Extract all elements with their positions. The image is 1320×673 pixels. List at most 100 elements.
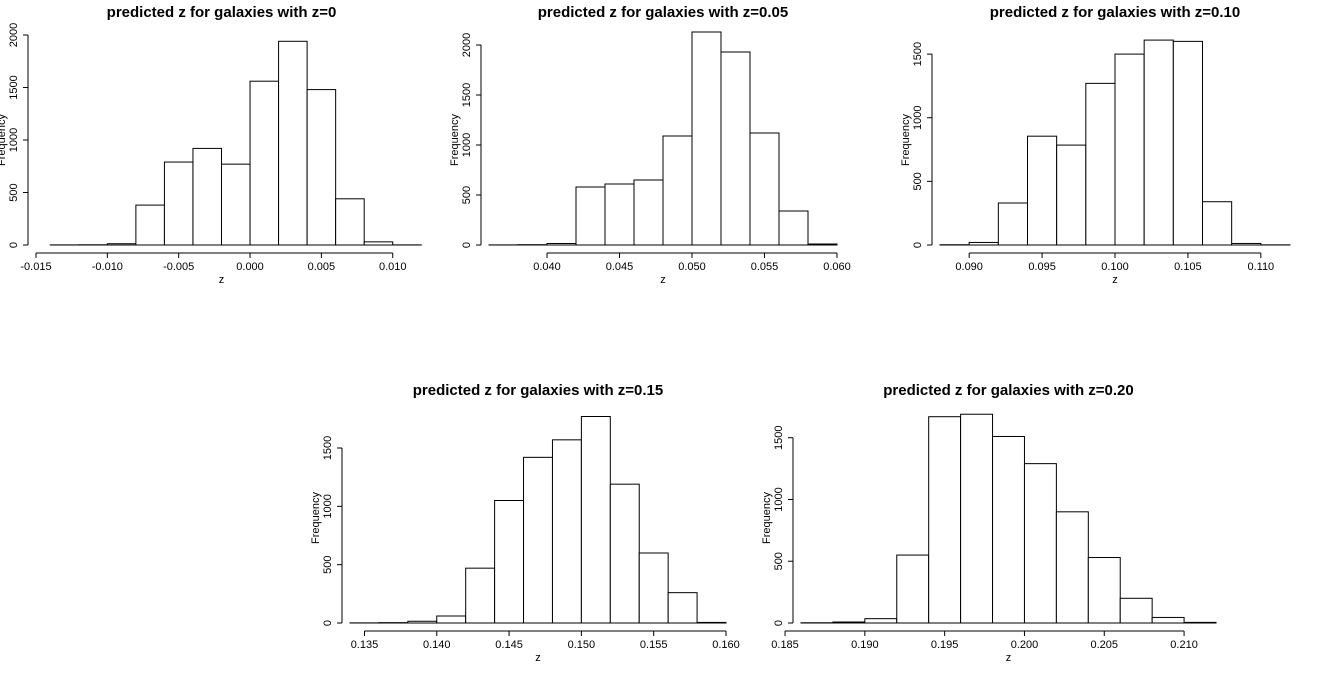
x-tick-label: 0.045 [606,261,634,273]
histogram-bar [998,203,1027,245]
histogram-bar [721,52,750,245]
histogram-bar [524,457,553,623]
panel-title: predicted z for galaxies with z=0.10 [990,4,1241,21]
histogram-bar [136,205,165,245]
x-tick-label: 0.110 [1247,261,1274,273]
histogram-bar [833,622,865,623]
x-axis-label: z [535,652,541,664]
histogram-bar [437,616,466,623]
x-tick-label: -0.005 [163,261,194,273]
x-tick-label: 0.050 [678,261,706,273]
x-tick-label: 0.010 [379,261,407,273]
histogram-bar [279,41,308,245]
x-axis-label: z [1006,652,1012,664]
x-tick-label: -0.015 [20,261,51,273]
histogram-bar [495,501,524,624]
histogram-bar [466,568,495,623]
y-tick-label: 1000 [322,494,334,518]
histogram-bar [697,622,726,623]
y-tick-label: 1000 [773,487,785,511]
histogram-bar [993,436,1025,623]
histogram-bar [1144,40,1173,245]
x-tick-label: 0.055 [751,261,779,273]
histogram-bar [1088,558,1120,623]
histogram-bar [193,148,222,245]
histogram-bar [605,184,634,245]
x-tick-label: 0.105 [1174,261,1202,273]
histogram-bar [692,32,721,245]
panel-title: predicted z for galaxies with z=0 [107,4,337,21]
histogram-bar [1024,464,1056,623]
y-axis-label: Frequency [761,492,773,544]
histogram-bar [1057,145,1086,245]
y-tick-label: 0 [461,242,473,248]
panel-title: predicted z for galaxies with z=0.05 [538,4,789,21]
x-tick-label: 0.210 [1170,639,1198,651]
histogram-bar [1028,136,1057,245]
histogram-bar [969,242,998,245]
histogram-panel-5: predicted z for galaxies with z=0.200.18… [761,382,1216,664]
histogram-bar [576,187,605,245]
histogram-bar [552,440,581,623]
y-tick-label: 2000 [8,23,20,47]
x-tick-label: 0.185 [771,639,799,651]
y-tick-label: 500 [322,555,334,573]
histogram-bar [1120,598,1152,623]
y-tick-label: 1500 [322,436,334,460]
histogram-bar [1115,54,1144,245]
y-tick-label: 1000 [912,105,924,129]
y-axis-label: Frequency [900,114,912,166]
x-tick-label: 0.190 [851,639,879,651]
x-tick-label: 0.150 [568,639,596,651]
histogram-bar [961,414,993,623]
histogram-bar [779,211,808,245]
histogram-bar [250,81,279,245]
histogram-panel-2: predicted z for galaxies with z=0.05 0.04… [449,4,851,286]
y-tick-label: 1500 [461,83,473,107]
histogram-bar [929,417,961,623]
histogram-panel-4: predicted z for galaxies with z=0.15 0.13… [310,382,740,664]
y-axis-label: Frequency [310,492,322,544]
y-tick-label: 1500 [773,425,785,449]
histogram-bar [307,90,336,245]
x-tick-label: 0.140 [423,639,451,651]
x-tick-label: -0.010 [92,261,123,273]
x-axis-label: z [219,274,225,286]
histogram-bar [1203,202,1232,245]
histogram-bar [610,484,639,623]
y-tick-label: 500 [912,172,924,190]
histogram-bar [1173,41,1202,245]
y-tick-label: 1000 [461,133,473,157]
y-tick-label: 0 [322,620,334,626]
y-tick-label: 0 [773,620,785,626]
y-tick-label: 0 [8,242,20,248]
x-tick-label: 0.145 [495,639,523,651]
y-axis-label: Frequency [0,114,8,166]
x-tick-label: 0.000 [236,261,264,273]
x-tick-label: 0.090 [955,261,983,273]
histogram-bar [408,621,437,623]
histogram-bar [634,180,663,245]
x-tick-label: 0.100 [1101,261,1129,273]
y-tick-label: 1000 [8,128,20,152]
x-tick-label: 0.040 [533,261,561,273]
x-tick-label: 0.160 [712,639,740,651]
histogram-bar [668,593,697,623]
y-tick-label: 1500 [912,42,924,66]
x-tick-label: 0.200 [1011,639,1039,651]
x-tick-label: 0.005 [308,261,336,273]
histogram-bar [222,164,251,245]
x-tick-label: 0.135 [351,639,379,651]
panel-title: predicted z for galaxies with z=0.15 [413,382,664,399]
histogram-bar [547,244,576,246]
histogram-bar [663,136,692,245]
histogram-bar [107,244,136,245]
histogram-bar [1152,617,1184,623]
x-tick-label: 0.195 [931,639,959,651]
y-tick-label: 500 [773,552,785,570]
histogram-bar [750,133,779,245]
histogram-bar [639,553,668,623]
x-axis-label: z [660,274,666,286]
